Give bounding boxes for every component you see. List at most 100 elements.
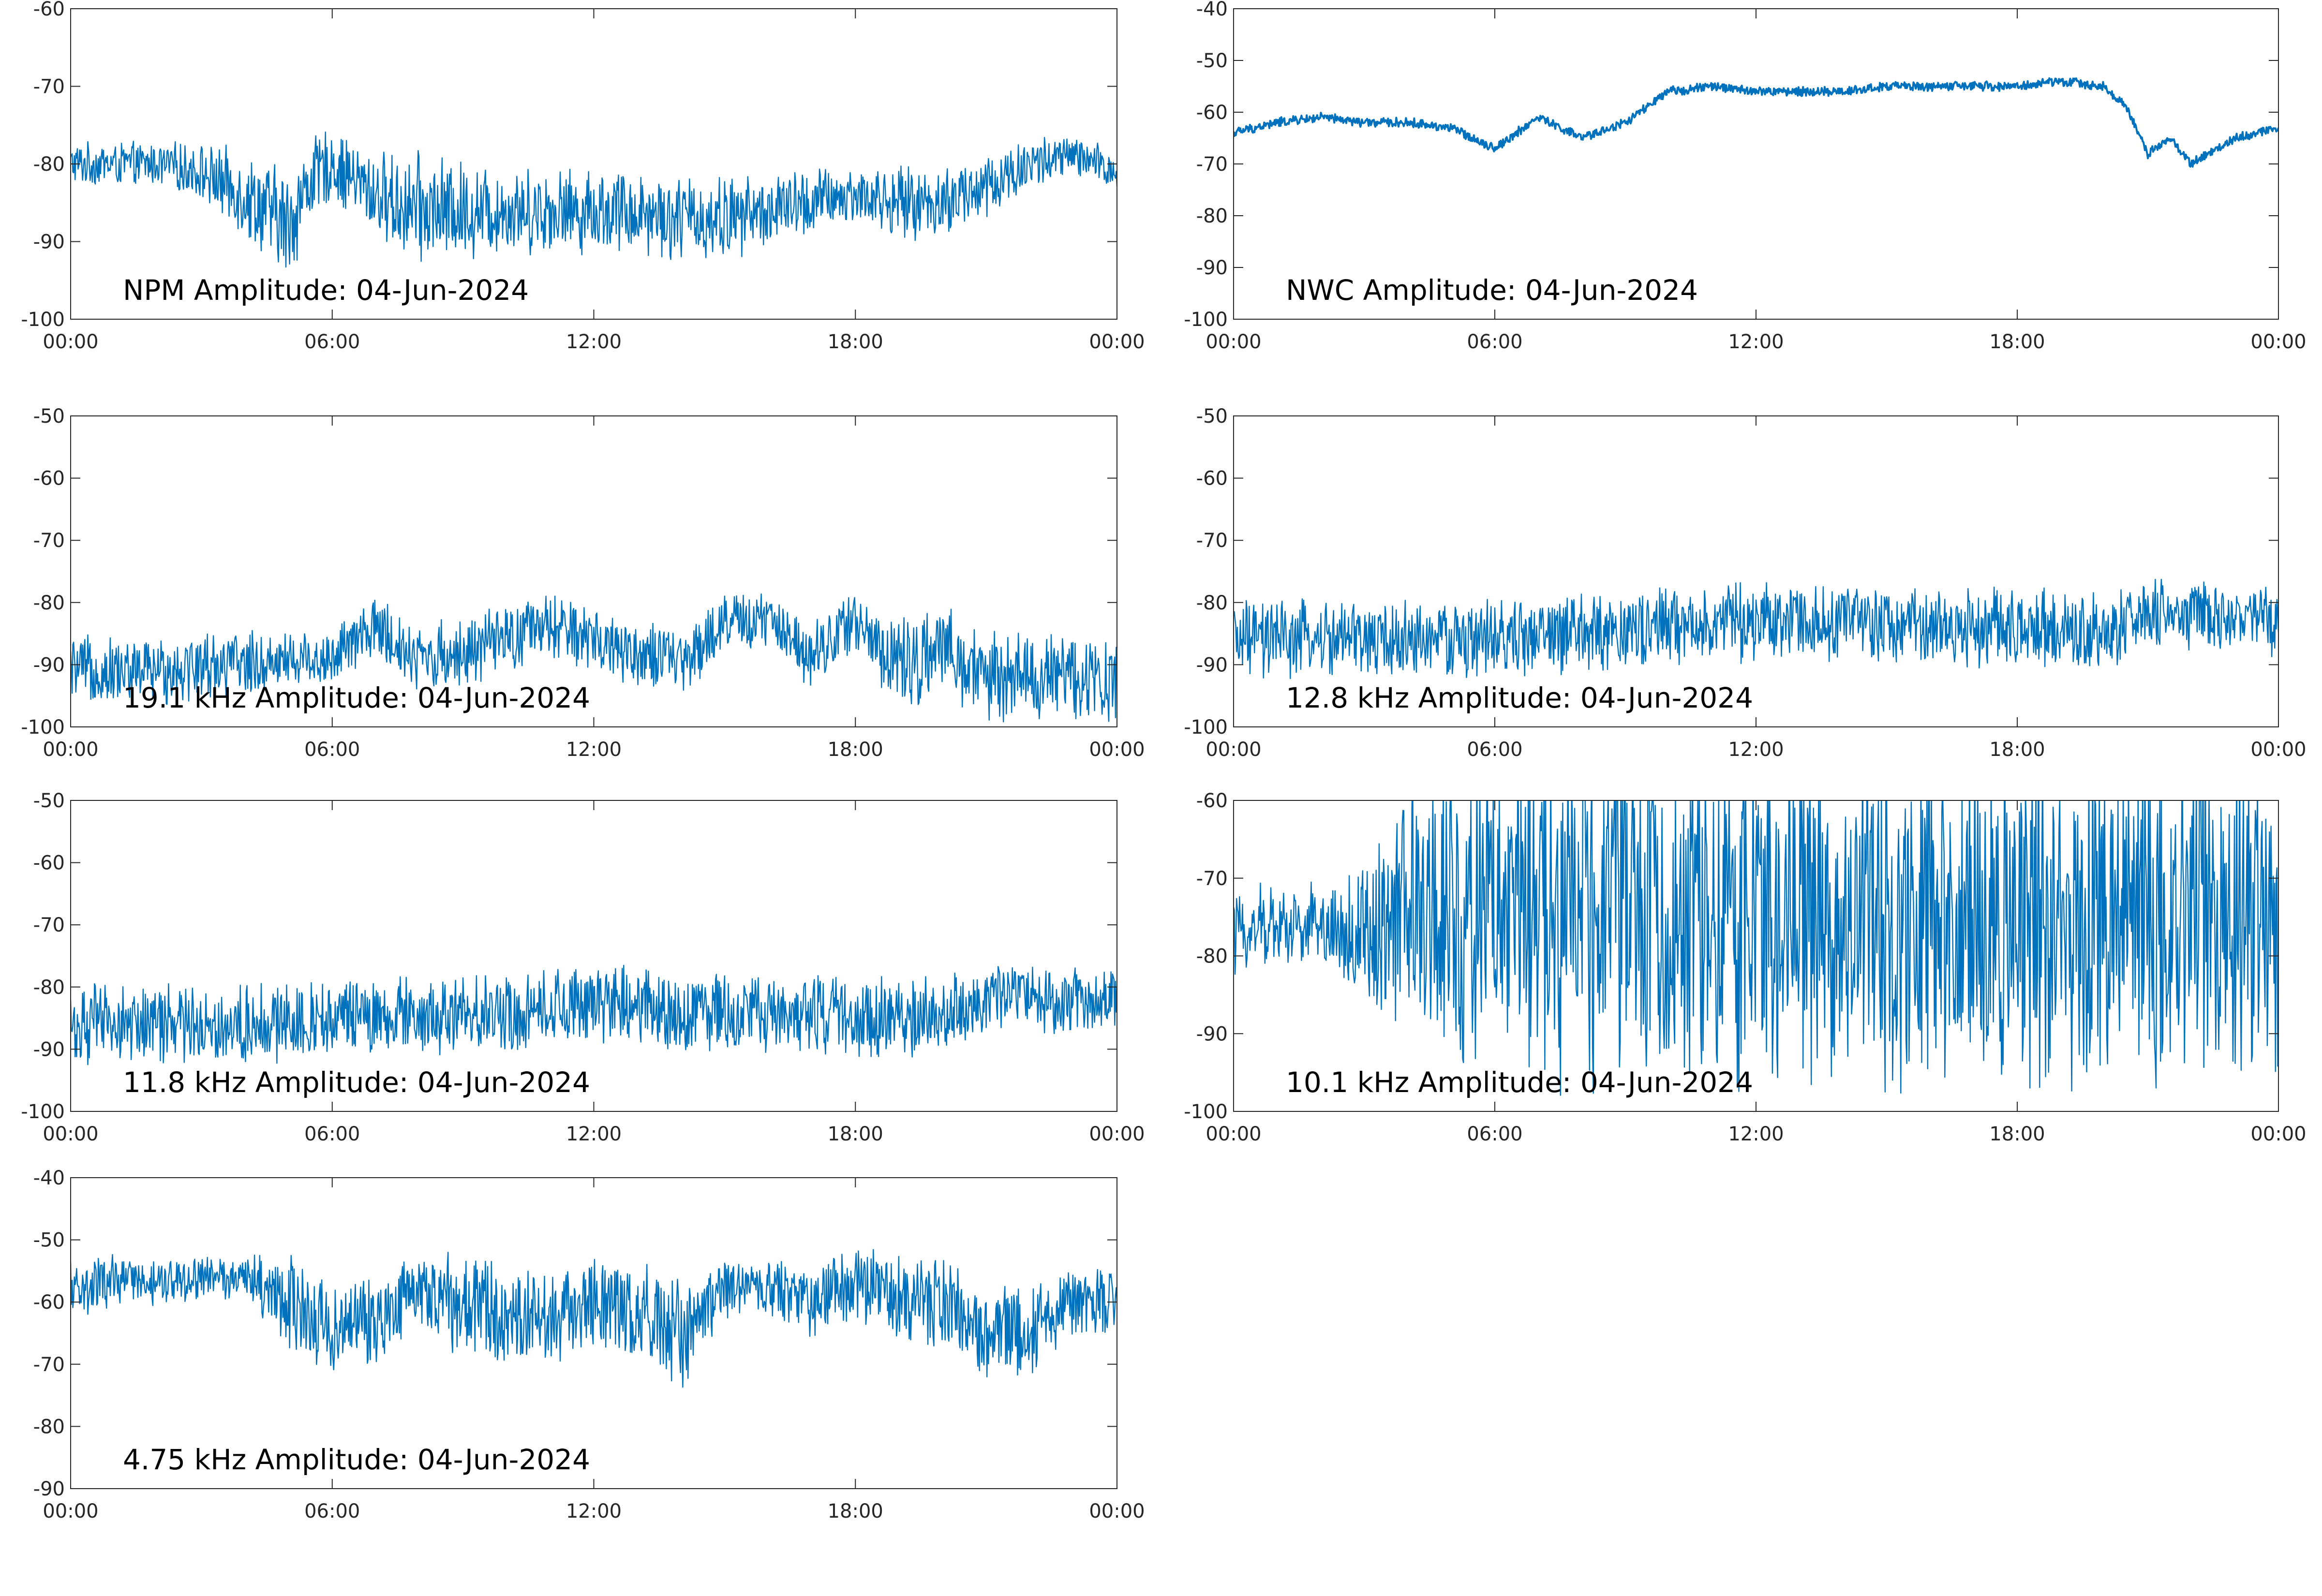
panel-6-xtick-label-4: 18:00 bbox=[1989, 1123, 2045, 1145]
panel-6-xtick-label-5: 00:00 bbox=[2250, 1123, 2306, 1145]
panel-2-xtick-label-1: 00:00 bbox=[1206, 331, 1261, 353]
panel-4-series-line-1 bbox=[1234, 578, 2278, 680]
panel-3-ytick-label-1: -50 bbox=[33, 405, 65, 428]
panel-4-ytick-label-6: -100 bbox=[1184, 716, 1228, 739]
panel-4-xtick-label-3: 12:00 bbox=[1728, 739, 1784, 761]
panel-4-xtick-label-5: 00:00 bbox=[2250, 739, 2306, 761]
panel-3-xtick-label-5: 00:00 bbox=[1089, 739, 1145, 761]
panel-4-ytick-label-1: -50 bbox=[1196, 405, 1228, 428]
panel-3-ytick-label-5: -90 bbox=[33, 654, 65, 676]
panel-5-ytick-label-1: -50 bbox=[33, 790, 65, 812]
panel-3-xtick-label-3: 12:00 bbox=[566, 739, 622, 761]
panel-7-ytick-label-4: -70 bbox=[33, 1354, 65, 1376]
panel-5-xtick-label-2: 06:00 bbox=[304, 1123, 360, 1145]
panel-2-ytick-label-4: -70 bbox=[1196, 153, 1228, 176]
panel-5-xtick-label-3: 12:00 bbox=[566, 1123, 622, 1145]
panel-5-ytick-label-6: -100 bbox=[21, 1101, 65, 1123]
panel-5-ytick-label-3: -70 bbox=[33, 914, 65, 936]
panel-6-xtick-label-1: 00:00 bbox=[1206, 1123, 1261, 1145]
panel-5-xtick-label-4: 18:00 bbox=[828, 1123, 883, 1145]
panel-6-ytick-label-5: -90 bbox=[1196, 1023, 1228, 1045]
panel-7-title: 4.75 kHz Amplitude: 04-Jun-2024 bbox=[123, 1443, 590, 1476]
panel-5-xtick-label-1: 00:00 bbox=[43, 1123, 98, 1145]
panel-7-xtick-label-3: 12:00 bbox=[566, 1500, 622, 1522]
panel-6-title: 10.1 kHz Amplitude: 04-Jun-2024 bbox=[1286, 1066, 1753, 1099]
panel-2-xtick-label-5: 00:00 bbox=[2250, 331, 2306, 353]
panel-3-ytick-label-3: -70 bbox=[33, 530, 65, 552]
panel-7-xtick-label-1: 00:00 bbox=[43, 1500, 98, 1522]
panel-7-ytick-label-1: -40 bbox=[33, 1167, 65, 1189]
panel-5-ytick-label-2: -60 bbox=[33, 852, 65, 874]
panel-2-ytick-label-1: -40 bbox=[1196, 0, 1228, 20]
panel-4-xtick-label-2: 06:00 bbox=[1467, 739, 1522, 761]
panel-2-title: NWC Amplitude: 04-Jun-2024 bbox=[1286, 274, 1698, 307]
panel-1-ytick-label-5: -100 bbox=[21, 309, 65, 331]
panel-6-ytick-label-4: -80 bbox=[1196, 946, 1228, 968]
panel-2-ytick-label-7: -100 bbox=[1184, 309, 1228, 331]
panel-4-title: 12.8 kHz Amplitude: 04-Jun-2024 bbox=[1286, 681, 1753, 714]
panel-4-xtick-label-4: 18:00 bbox=[1989, 739, 2045, 761]
panel-2-xtick-label-4: 18:00 bbox=[1989, 331, 2045, 353]
panel-2-ytick-label-6: -90 bbox=[1196, 257, 1228, 279]
panel-1-title: NPM Amplitude: 04-Jun-2024 bbox=[123, 274, 529, 307]
panel-7-xtick-label-5: 00:00 bbox=[1089, 1500, 1145, 1522]
panel-1-xtick-label-5: 00:00 bbox=[1089, 331, 1145, 353]
panel-7-series-line-1 bbox=[71, 1249, 1117, 1388]
panel-7-xtick-label-2: 06:00 bbox=[304, 1500, 360, 1522]
panel-4-ytick-label-5: -90 bbox=[1196, 654, 1228, 676]
panel-5-series-line-1 bbox=[71, 964, 1117, 1065]
panel-1-ytick-label-2: -70 bbox=[33, 76, 65, 98]
panel-2-series-line-1 bbox=[1234, 77, 2278, 168]
panel-5-axes-box bbox=[70, 800, 1117, 1112]
panel-6-series-line-1 bbox=[1234, 800, 2278, 1096]
panel-7-ytick-label-3: -60 bbox=[33, 1291, 65, 1314]
panel-6-xtick-label-2: 06:00 bbox=[1467, 1123, 1522, 1145]
panel-6-ytick-label-6: -100 bbox=[1184, 1101, 1228, 1123]
panel-3-series-line-1 bbox=[71, 593, 1117, 723]
panel-1-xtick-label-1: 00:00 bbox=[43, 331, 98, 353]
panel-1-series-line-1 bbox=[71, 131, 1117, 268]
panel-3-xtick-label-4: 18:00 bbox=[828, 739, 883, 761]
panel-3-title: 19.1 kHz Amplitude: 04-Jun-2024 bbox=[123, 681, 590, 714]
panel-2-ytick-label-5: -80 bbox=[1196, 205, 1228, 227]
panel-1-xtick-label-2: 06:00 bbox=[304, 331, 360, 353]
panel-1-ytick-label-1: -60 bbox=[33, 0, 65, 20]
panel-4-ytick-label-3: -70 bbox=[1196, 530, 1228, 552]
panel-4-xtick-label-1: 00:00 bbox=[1206, 739, 1261, 761]
panel-7-ytick-label-2: -50 bbox=[33, 1229, 65, 1252]
panel-6-ytick-label-3: -70 bbox=[1196, 868, 1228, 890]
panel-4-ytick-label-2: -60 bbox=[1196, 468, 1228, 490]
panel-3-axes-box bbox=[70, 415, 1117, 727]
panel-5-ytick-label-5: -90 bbox=[33, 1038, 65, 1061]
panel-3-xtick-label-1: 00:00 bbox=[43, 739, 98, 761]
panel-2-xtick-label-3: 12:00 bbox=[1728, 331, 1784, 353]
panel-1-ytick-label-4: -90 bbox=[33, 231, 65, 253]
panel-3-ytick-label-2: -60 bbox=[33, 468, 65, 490]
panel-2-xtick-label-2: 06:00 bbox=[1467, 331, 1522, 353]
panel-2-axes-box bbox=[1233, 8, 2279, 320]
panel-5-ytick-label-4: -80 bbox=[33, 976, 65, 999]
panel-7-ytick-label-5: -80 bbox=[33, 1416, 65, 1438]
panel-1-ytick-label-3: -80 bbox=[33, 153, 65, 176]
panel-4-ytick-label-4: -80 bbox=[1196, 592, 1228, 614]
panel-3-ytick-label-6: -100 bbox=[21, 716, 65, 739]
panel-5-xtick-label-5: 00:00 bbox=[1089, 1123, 1145, 1145]
panel-1-xtick-label-3: 12:00 bbox=[566, 331, 622, 353]
panel-2-ytick-label-2: -50 bbox=[1196, 50, 1228, 72]
panel-2-ytick-label-3: -60 bbox=[1196, 102, 1228, 124]
panel-3-ytick-label-4: -80 bbox=[33, 592, 65, 614]
panel-1-xtick-label-4: 18:00 bbox=[828, 331, 883, 353]
panel-4-axes-box bbox=[1233, 415, 2279, 727]
panel-3-xtick-label-2: 06:00 bbox=[304, 739, 360, 761]
panel-6-ytick-label-2: -60 bbox=[1196, 790, 1228, 812]
panel-7-xtick-label-4: 18:00 bbox=[828, 1500, 883, 1522]
panel-6-xtick-label-3: 12:00 bbox=[1728, 1123, 1784, 1145]
panel-5-title: 11.8 kHz Amplitude: 04-Jun-2024 bbox=[123, 1066, 590, 1099]
